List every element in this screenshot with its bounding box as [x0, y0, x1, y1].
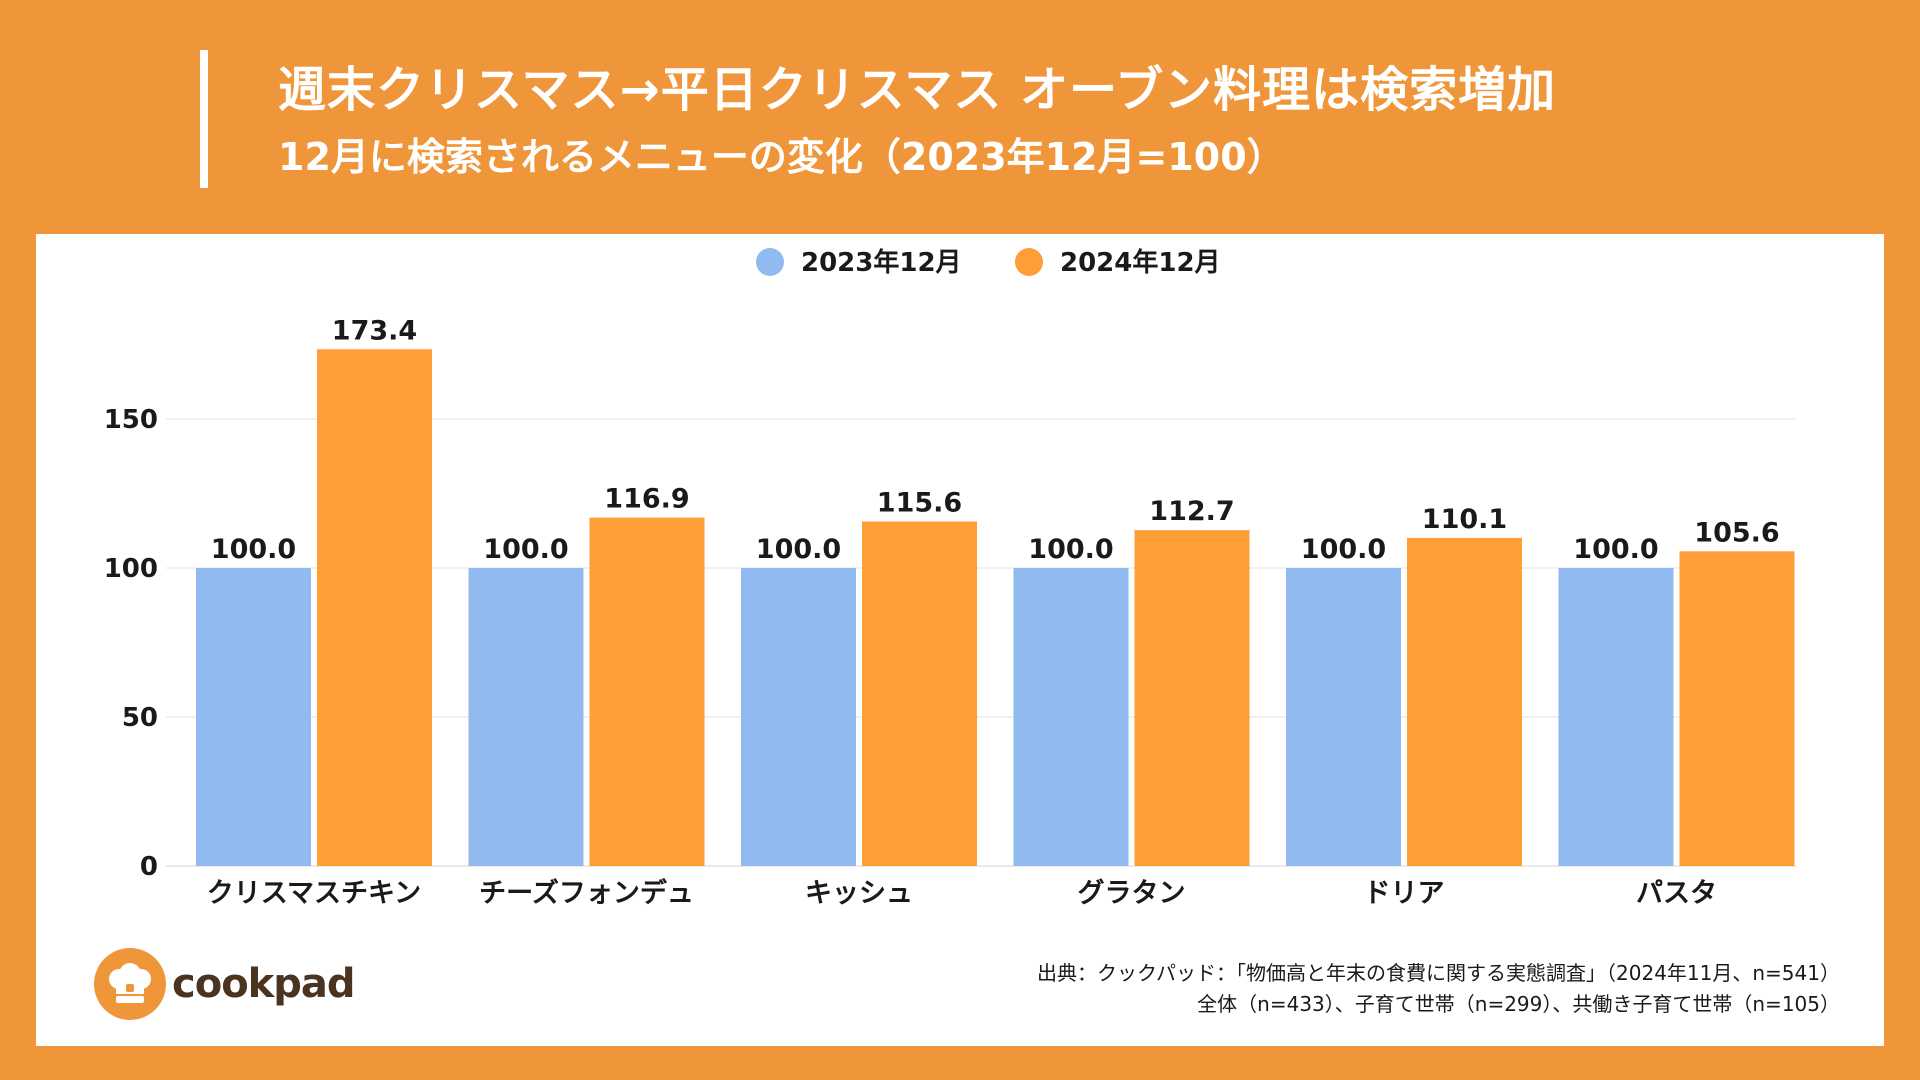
y-tick-label: 150: [104, 405, 158, 435]
value-label: 173.4: [332, 315, 417, 346]
value-label: 100.0: [211, 534, 296, 565]
y-tick-label: 0: [140, 852, 158, 882]
category-label: パスタ: [1636, 878, 1717, 909]
bar-2024: [862, 521, 977, 866]
category-label: キッシュ: [805, 878, 913, 909]
value-label: 100.0: [1028, 534, 1113, 565]
bar-2023: [741, 568, 856, 866]
y-axis-ticks: 0 50 100 150: [104, 405, 158, 882]
category-label: クリスマスチキン: [207, 878, 421, 909]
legend-swatch: [756, 248, 784, 276]
legend-label: 2023年12月: [801, 247, 962, 278]
x-axis-categories: クリスマスチキン チーズフォンデュ キッシュ グラタン ドリア パスタ: [207, 877, 1717, 909]
category-label: ドリア: [1364, 878, 1445, 909]
value-label: 110.1: [1422, 504, 1507, 535]
category-label: グラタン: [1078, 877, 1186, 909]
chef-hat-icon: [94, 948, 166, 1020]
value-label: 105.6: [1694, 517, 1779, 548]
bar-2023: [196, 568, 311, 866]
value-labels: 100.0 173.4 100.0 116.9 100.0 115.6 100.0 112.7…: [211, 315, 1780, 565]
value-label: 112.7: [1149, 496, 1234, 527]
chart-panel: 0 50 100 150 100.0 173.4 100.0 116.9 100.0 115.6…: [36, 234, 1884, 1046]
logo-text: cookpad: [172, 961, 356, 1007]
page-subtitle: 12月に検索されるメニューの変化（2023年12月=100）: [278, 135, 1285, 179]
source-line-1: 出典：クックパッド：「物価高と年末の食費に関する実態調査」（2024年11月、n…: [1037, 961, 1840, 985]
value-label: 100.0: [1301, 534, 1386, 565]
bar-2023: [1558, 568, 1674, 866]
y-tick-label: 100: [104, 554, 158, 584]
value-label: 115.6: [877, 488, 962, 519]
value-label: 116.9: [604, 484, 689, 515]
grid-lines: [166, 418, 1796, 867]
header: 週末クリスマス→平日クリスマス オーブン料理は検索増加 12月に検索されるメニュ…: [0, 0, 1920, 234]
legend-swatch: [1015, 248, 1043, 276]
legend-label: 2024年12月: [1060, 247, 1221, 278]
bars: [196, 349, 1795, 866]
bar-2023: [1013, 568, 1129, 866]
bar-chart: 0 50 100 150 100.0 173.4 100.0 116.9 100.0 115.6…: [104, 247, 1796, 909]
category-label: チーズフォンデュ: [479, 877, 694, 909]
bar-2024: [317, 349, 432, 866]
bar-2024: [589, 517, 705, 866]
source-line-2: 全体（n=433）、子育て世帯（n=299）、共働き子育て世帯（n=105）: [1197, 992, 1840, 1016]
y-tick-label: 50: [122, 703, 158, 733]
title-accent-bar: [200, 50, 208, 188]
bar-2024: [1679, 551, 1795, 866]
value-label: 100.0: [1573, 534, 1658, 565]
value-label: 100.0: [483, 534, 568, 565]
value-label: 100.0: [756, 534, 841, 565]
bar-2023: [1286, 568, 1401, 866]
source-note: 出典：クックパッド：「物価高と年末の食費に関する実態調査」（2024年11月、n…: [1037, 958, 1840, 1020]
bar-2024: [1134, 530, 1250, 866]
page-title: 週末クリスマス→平日クリスマス オーブン料理は検索増加: [278, 62, 1557, 118]
bar-2024: [1407, 537, 1522, 866]
bar-2023: [468, 568, 584, 866]
legend: 2023年12月 2024年12月: [756, 247, 1221, 278]
cookpad-logo: cookpad: [94, 948, 356, 1020]
